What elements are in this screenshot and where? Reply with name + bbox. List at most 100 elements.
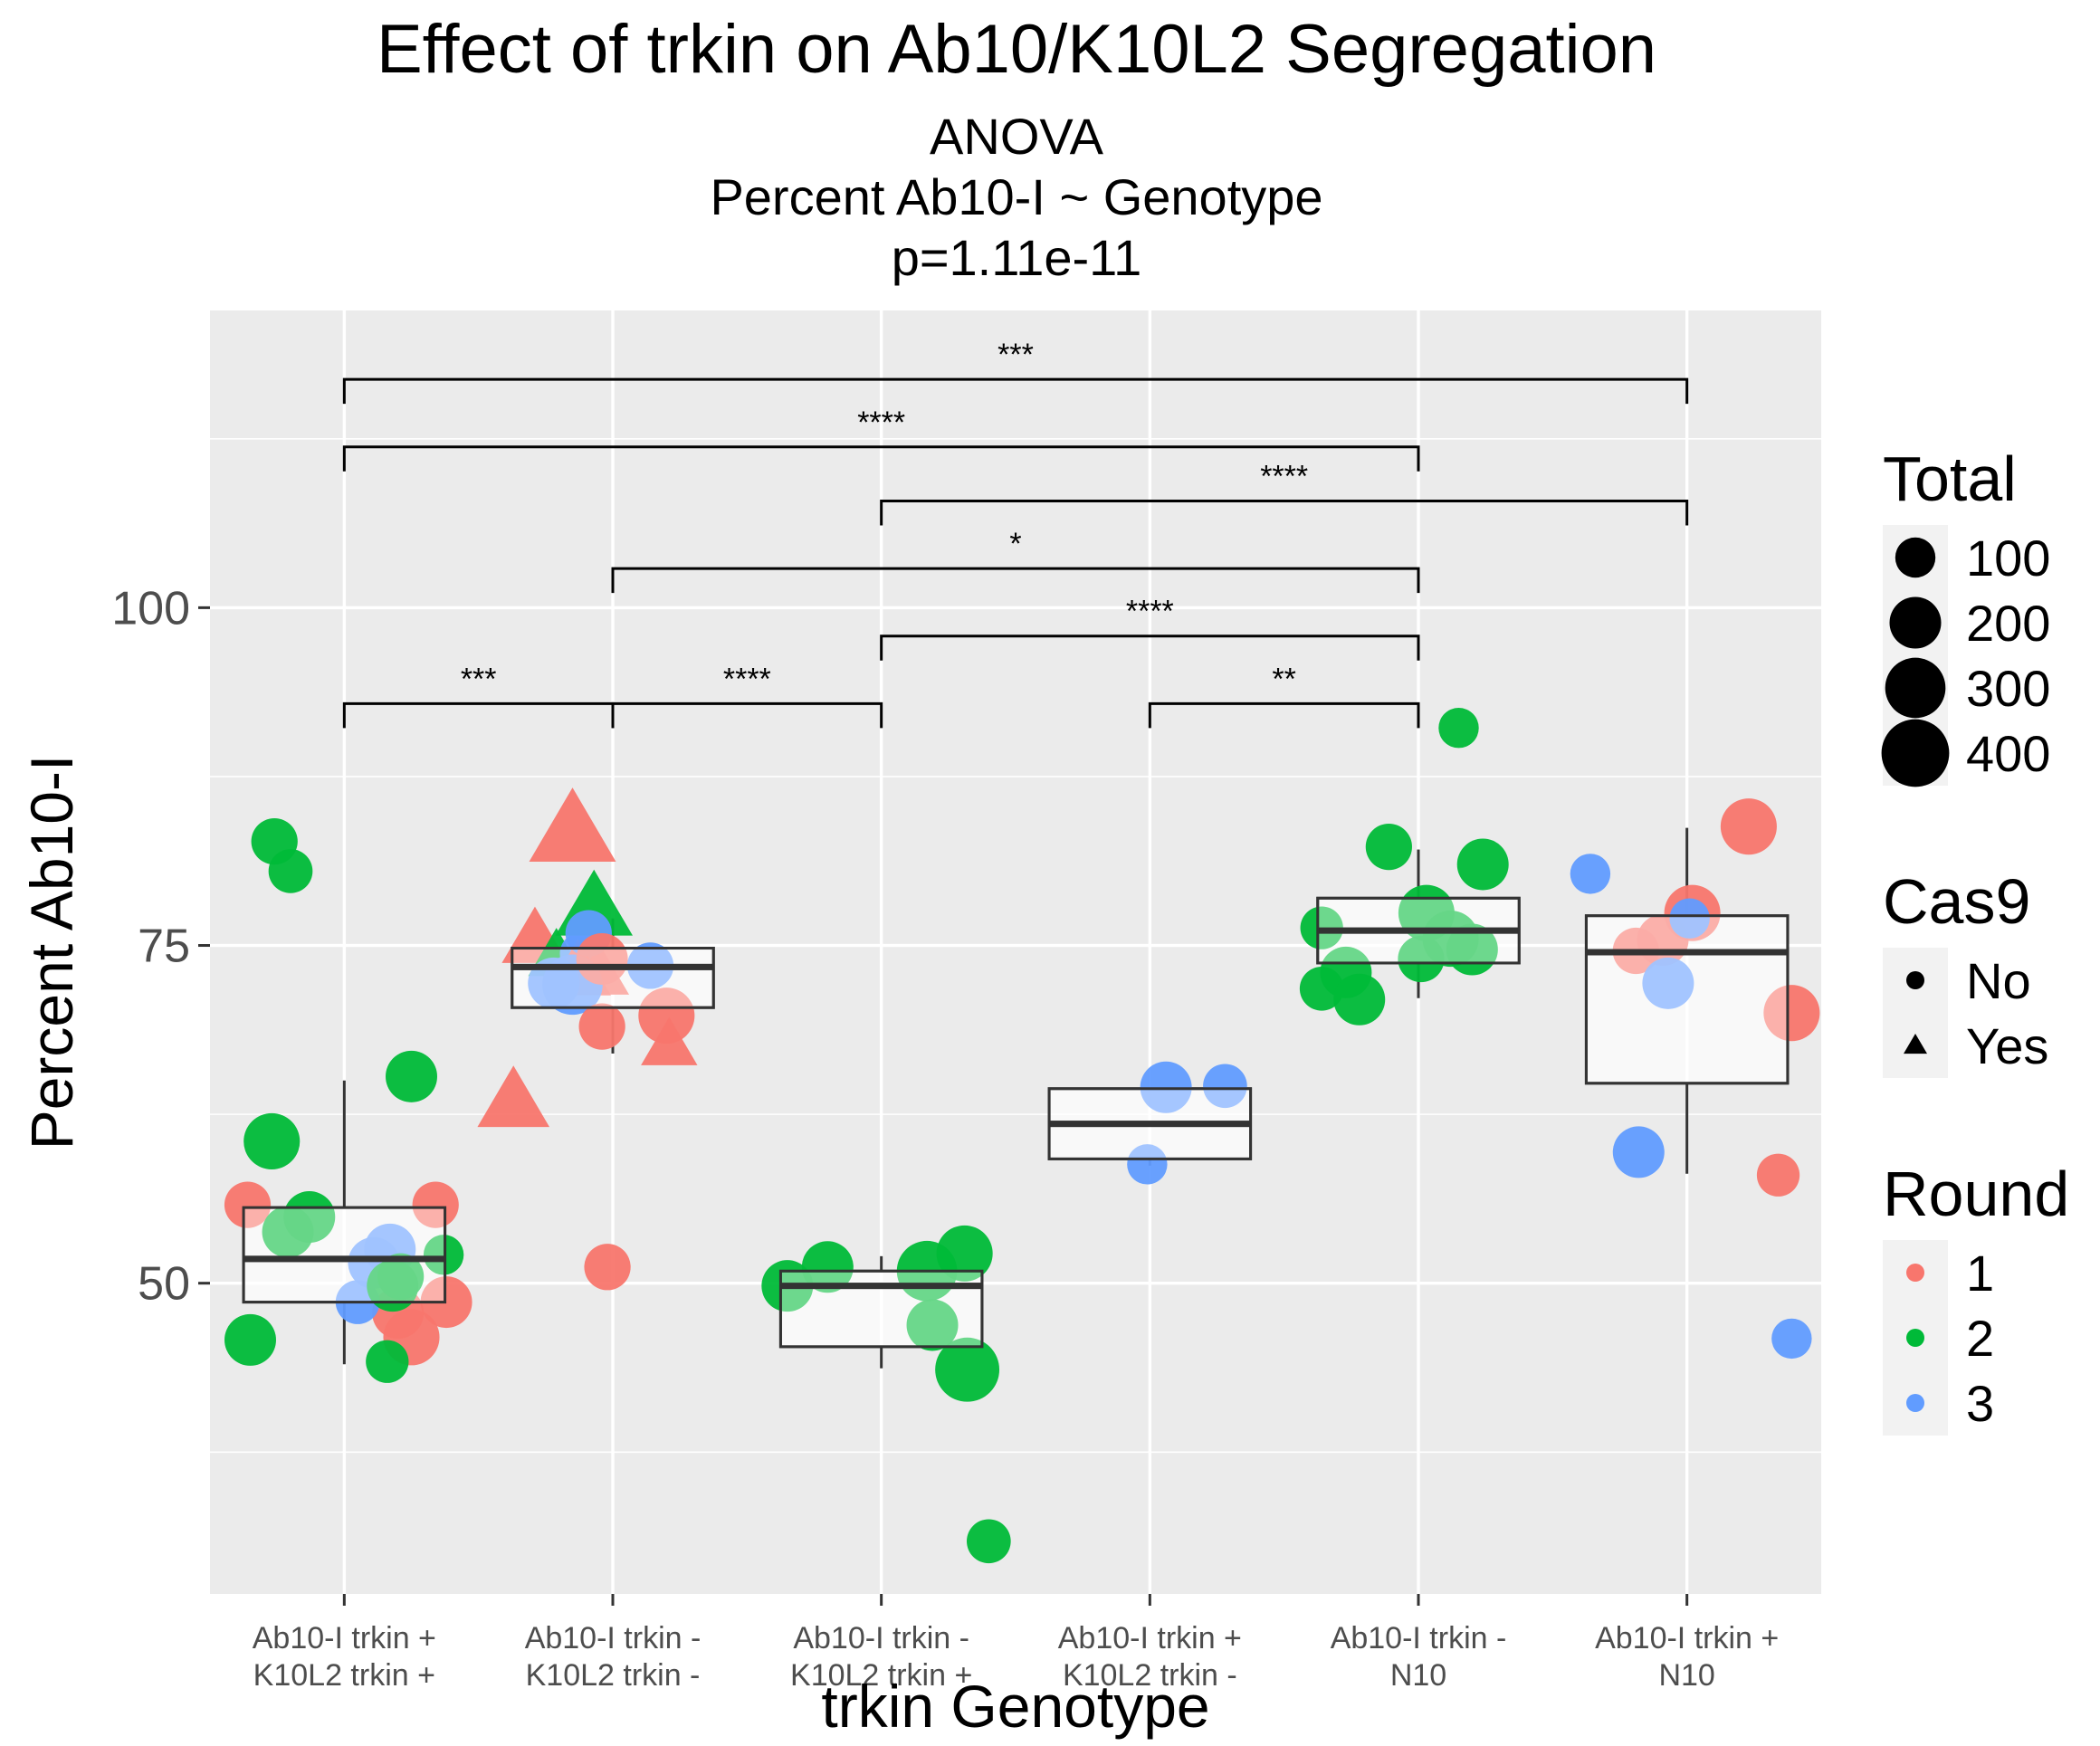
legend-label: 1 [1966, 1245, 1994, 1302]
data-point [1456, 838, 1509, 891]
plot-panel [210, 310, 1821, 1594]
data-point [386, 1050, 437, 1102]
data-point [936, 1225, 993, 1282]
x-tick-label: Ab10-I trkin + [253, 1621, 436, 1655]
legend-title: Total [1883, 444, 2017, 514]
significance-bracket [880, 634, 1420, 661]
data-point [576, 932, 628, 985]
chart-subtitle-line-1: ANOVA [930, 108, 1104, 165]
data-point [906, 1299, 959, 1351]
legend-label: 2 [1966, 1310, 1994, 1367]
data-point [1763, 985, 1820, 1042]
x-axis: Ab10-I trkin +K10L2 trkin +Ab10-I trkin … [253, 1594, 1779, 1693]
significance-bracket [611, 701, 883, 729]
chart-title: Effect of trkin on Ab10/K10L2 Segregatio… [377, 11, 1656, 88]
data-points [224, 708, 1820, 1564]
data-point [935, 1337, 1000, 1402]
significance-label: *** [461, 662, 497, 696]
legend-key-size [1895, 537, 1936, 578]
significance-label: **** [1260, 459, 1308, 493]
chart-subtitle-line-3: p=1.11e-11 [892, 229, 1142, 286]
data-point [584, 1244, 631, 1291]
data-point [801, 1241, 854, 1293]
x-axis-title: trkin Genotype [821, 1673, 1209, 1740]
significance-bracket [880, 499, 1689, 526]
legend-label: 100 [1966, 530, 2050, 587]
significance-label: *** [998, 338, 1034, 372]
x-tick-label: Ab10-I trkin - [793, 1621, 969, 1655]
x-tick-label: Ab10-I trkin + [1058, 1621, 1242, 1655]
box-outline-overlay [242, 1206, 447, 1304]
data-point [1642, 957, 1694, 1009]
data-point [1438, 708, 1479, 749]
legend-label: 300 [1966, 660, 2050, 717]
data-point-triangle [477, 1065, 550, 1128]
data-point [243, 1112, 301, 1170]
data-point [224, 1181, 272, 1228]
data-point [967, 1519, 1011, 1564]
data-point [366, 1340, 409, 1383]
significance-label: ** [1272, 662, 1295, 696]
legend-key-shape [1906, 971, 1924, 989]
data-point [224, 1313, 276, 1366]
x-tick-label: N10 [1390, 1658, 1446, 1693]
legend-label: 200 [1966, 595, 2050, 652]
box-outline-overlay [1047, 1087, 1253, 1160]
data-point [1669, 898, 1710, 939]
legend-key-color [1906, 1329, 1924, 1347]
data-point-triangle [529, 787, 616, 862]
legends: Total 100 200 300 400 Cas9 No Yes Round 1 2 3 [1881, 444, 2069, 1436]
y-tick-label: 50 [138, 1258, 190, 1311]
data-point [283, 1191, 336, 1244]
data-point-triangle [641, 1016, 698, 1065]
significance-label: **** [723, 662, 771, 696]
significance-label: * [1009, 527, 1021, 561]
legend-key-size [1885, 657, 1946, 719]
legend-title: Cas9 [1883, 866, 2030, 937]
data-point [1771, 1318, 1812, 1360]
box-outline-overlay [778, 1269, 984, 1349]
data-point [268, 849, 313, 893]
data-point [1365, 823, 1412, 871]
x-tick-label: Ab10-I trkin + [1595, 1621, 1779, 1655]
legend-key-size [1881, 719, 1950, 787]
x-tick-label: K10L2 trkin + [790, 1658, 972, 1693]
box-outline-overlay [1584, 914, 1790, 1085]
box-outline-overlay [1316, 896, 1521, 965]
significance-bracket [342, 377, 1689, 405]
significance-label: **** [857, 405, 905, 440]
data-point [1720, 798, 1777, 855]
legend-key-color [1906, 1264, 1924, 1282]
data-point [412, 1181, 459, 1228]
significance-bracket [342, 445, 1420, 472]
data-point [578, 1003, 625, 1050]
data-point [638, 987, 695, 1045]
x-tick-label: K10L2 trkin - [526, 1658, 701, 1693]
grid-minor [210, 437, 1821, 1454]
legend-key-background [1883, 948, 1948, 1078]
x-tick-label: Ab10-I trkin - [1331, 1621, 1507, 1655]
y-tick-label: 100 [111, 582, 190, 634]
box-overlay [513, 949, 712, 1007]
significance-bracket [1148, 701, 1420, 729]
legend-title: Round [1883, 1159, 2069, 1229]
data-point [377, 1253, 425, 1300]
data-point [1333, 973, 1386, 1026]
legend-label: No [1966, 952, 2031, 1009]
y-axis-title: Percent Ab10-I [18, 755, 85, 1150]
legend-key-color [1906, 1394, 1924, 1412]
legend-label: 400 [1966, 725, 2050, 782]
significance-brackets: ******************* **** ** [342, 338, 1689, 729]
x-tick-label: N10 [1658, 1658, 1714, 1693]
data-point [1570, 854, 1611, 894]
legend-key-shape [1904, 1034, 1927, 1054]
x-tick-label: Ab10-I trkin - [525, 1621, 702, 1655]
data-point [1612, 1126, 1665, 1178]
legend-key-size [1889, 596, 1942, 649]
x-tick-label: K10L2 trkin - [1063, 1658, 1237, 1693]
x-tick-label: K10L2 trkin + [253, 1658, 435, 1693]
significance-label: **** [1126, 595, 1174, 629]
box-overlay [244, 1208, 444, 1302]
legend-label: 3 [1966, 1375, 1994, 1432]
